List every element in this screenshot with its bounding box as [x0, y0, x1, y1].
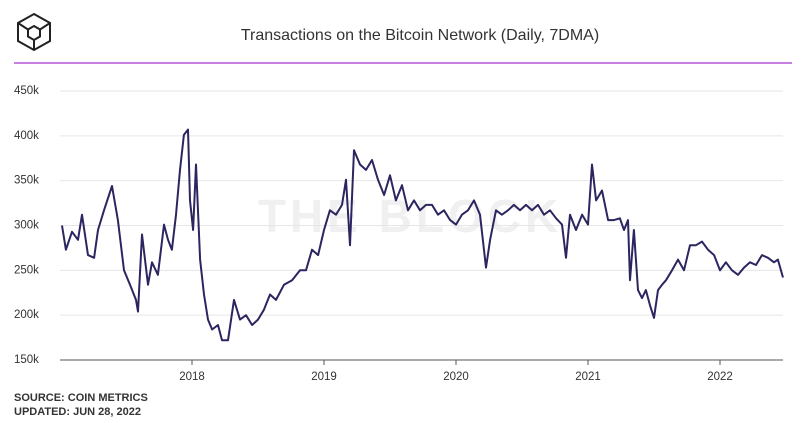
x-tick-label: 2022 [707, 371, 733, 383]
y-tick-label: 150k [14, 354, 39, 366]
x-tick-label: 2018 [179, 371, 205, 383]
y-tick-label: 400k [14, 130, 39, 142]
chart-title: Transactions on the Bitcoin Network (Dai… [241, 27, 599, 44]
logo [17, 12, 51, 52]
y-tick-label: 300k [14, 220, 39, 232]
y-tick-label: 450k [14, 85, 39, 97]
y-tick-label: 200k [14, 309, 39, 321]
y-tick-label: 350k [14, 175, 39, 187]
x-tick-label: 2019 [311, 371, 337, 383]
source-note: SOURCE: COIN METRICS [14, 392, 148, 404]
x-tick-label: 2020 [443, 371, 469, 383]
y-tick-label: 250k [14, 264, 39, 276]
watermark: THE BLOCK [258, 190, 562, 242]
x-tick-label: 2021 [575, 371, 601, 383]
updated-note: UPDATED: JUN 28, 2022 [14, 406, 141, 418]
data-line [61, 128, 784, 342]
